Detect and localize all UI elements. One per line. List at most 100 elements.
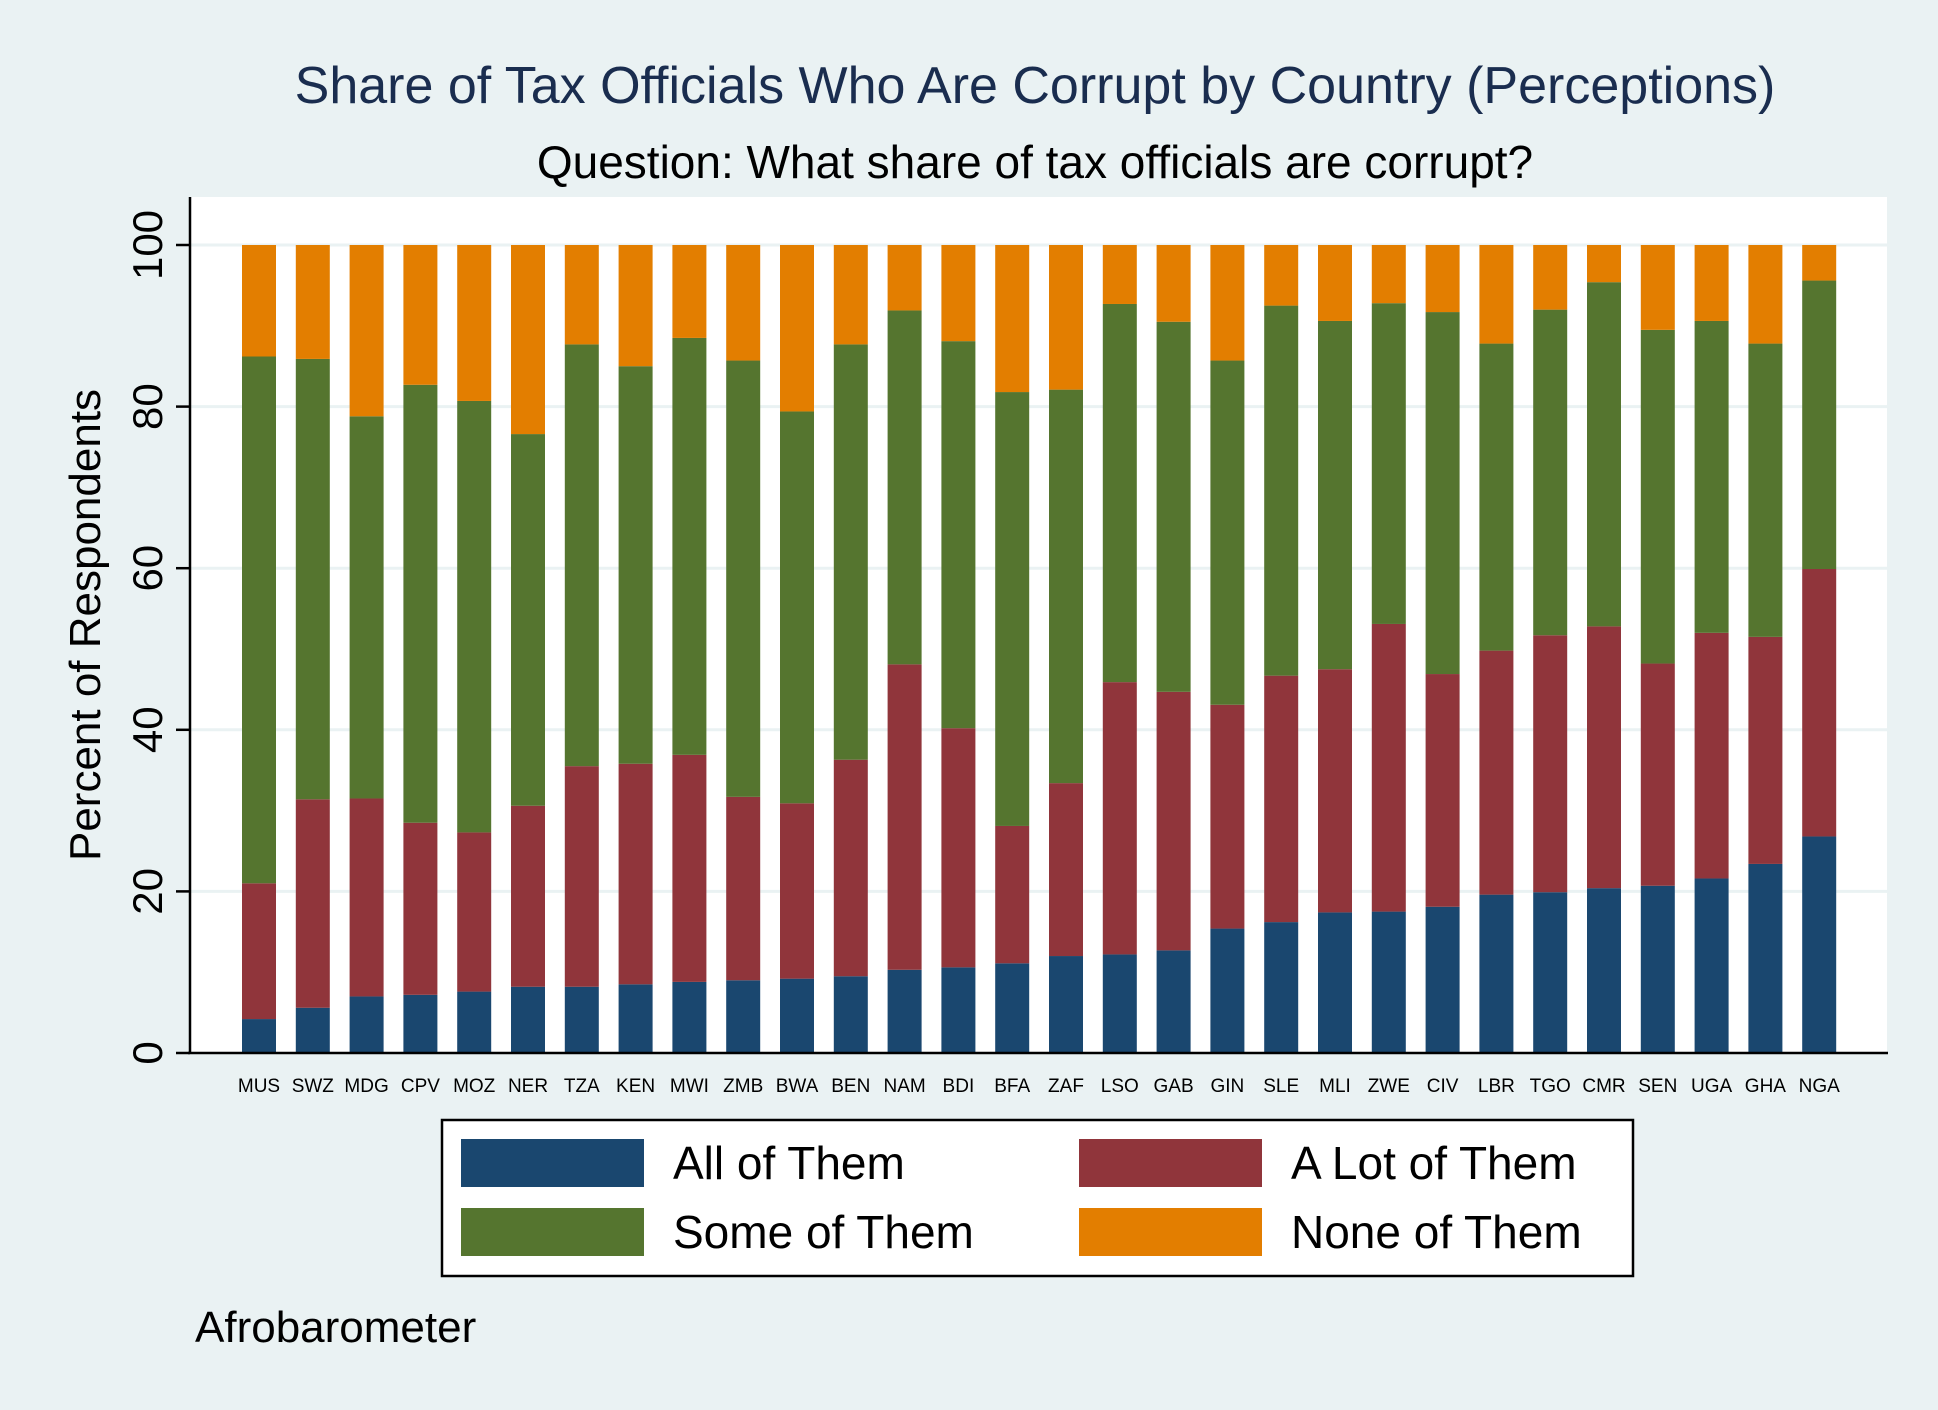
x-tick-label: ZAF (1048, 1076, 1084, 1097)
bar-segment-some-of-them (403, 384, 438, 823)
bar-segment-all-of-them (1479, 894, 1514, 1053)
bar-segment-none-of-them (349, 245, 384, 417)
bar-segment-all-of-them (1640, 885, 1675, 1053)
bar-segment-all-of-them (1371, 911, 1406, 1053)
x-tick-label: BWA (776, 1076, 819, 1097)
bar-segment-a-lot-of-them (726, 796, 761, 981)
y-tick-label: 0 (124, 1041, 171, 1064)
x-tick-label: SLE (1263, 1076, 1299, 1097)
bar-segment-none-of-them (1694, 245, 1729, 321)
y-axis-label: Percent of Respondents (61, 389, 110, 861)
bar-segment-some-of-them (1694, 320, 1729, 633)
bar-segment-none-of-them (511, 245, 545, 435)
x-tick-label: NAM (883, 1076, 925, 1097)
x-tick-label: ZMB (723, 1076, 763, 1097)
bar-segment-none-of-them (887, 245, 922, 311)
bar-segment-none-of-them (564, 245, 599, 345)
x-tick-label: ZWE (1368, 1076, 1410, 1097)
bar-segment-a-lot-of-them (242, 883, 276, 1020)
x-tick-label: MWI (670, 1076, 709, 1097)
bar-segment-some-of-them (1587, 282, 1621, 627)
x-tick-label: NGA (1799, 1076, 1841, 1097)
x-tick-label: MUS (238, 1076, 280, 1097)
bar-segment-some-of-them (1210, 360, 1245, 705)
bar-segment-some-of-them (1640, 329, 1675, 664)
bar-segment-a-lot-of-them (1425, 674, 1460, 907)
bar-segment-a-lot-of-them (1533, 635, 1568, 893)
bar-segment-all-of-them (780, 978, 814, 1053)
x-tick-label: NER (508, 1076, 548, 1097)
bar-segment-a-lot-of-them (833, 759, 868, 977)
bar-segment-all-of-them (1049, 956, 1083, 1053)
bar-segment-none-of-them (457, 245, 492, 401)
bar-segment-a-lot-of-them (780, 803, 814, 979)
x-tick-label: CIV (1427, 1076, 1459, 1097)
bar-segment-all-of-them (295, 1007, 330, 1053)
bar-segment-some-of-them (242, 356, 276, 884)
bar-segment-a-lot-of-them (887, 664, 922, 970)
bar-segment-a-lot-of-them (511, 805, 545, 987)
x-tick-label: MLI (1319, 1076, 1351, 1097)
bar-segment-some-of-them (457, 400, 492, 833)
bar-segment-all-of-them (349, 996, 384, 1053)
bar-segment-none-of-them (726, 245, 761, 361)
legend-label: All of Them (673, 1137, 905, 1189)
bar-segment-all-of-them (457, 991, 492, 1053)
bar-segment-some-of-them (511, 434, 545, 806)
x-tick-label: MDG (344, 1076, 388, 1097)
x-tick-label: CMR (1582, 1076, 1625, 1097)
bar-segment-some-of-them (1371, 303, 1406, 624)
bar-segment-a-lot-of-them (1694, 632, 1729, 879)
bar-segment-some-of-them (1479, 343, 1514, 651)
bar-segment-some-of-them (1049, 389, 1083, 784)
x-tick-label: GIN (1211, 1076, 1245, 1097)
x-tick-label: MOZ (453, 1076, 496, 1097)
bar-segment-all-of-them (1318, 912, 1352, 1053)
bar-segment-all-of-them (1533, 892, 1568, 1053)
bar-segment-all-of-them (1102, 954, 1137, 1053)
bar-segment-all-of-them (1264, 922, 1299, 1053)
legend-swatch (461, 1139, 644, 1187)
bar-segment-a-lot-of-them (672, 754, 707, 982)
bar-segment-all-of-them (726, 980, 761, 1053)
bar-segment-some-of-them (1102, 303, 1137, 683)
bar-segment-none-of-them (1533, 245, 1568, 310)
bar-segment-some-of-them (1156, 321, 1191, 692)
bar-segment-a-lot-of-them (1264, 675, 1299, 923)
bar-segment-all-of-them (1802, 836, 1837, 1053)
bar-segment-some-of-them (1318, 320, 1352, 670)
bar-segment-a-lot-of-them (1049, 783, 1083, 957)
bar-segment-some-of-them (833, 344, 868, 760)
bar-segment-none-of-them (1640, 245, 1675, 330)
axes (188, 197, 1888, 1055)
bar-segment-all-of-them (887, 969, 922, 1053)
bar-segment-none-of-them (1479, 245, 1514, 344)
bar-segment-none-of-them (295, 245, 330, 359)
bar-segment-none-of-them (403, 245, 438, 385)
x-tick-label: BDI (943, 1076, 975, 1097)
bar-segment-none-of-them (1318, 245, 1352, 321)
bar-segment-none-of-them (1371, 245, 1406, 304)
bar-segment-a-lot-of-them (1587, 626, 1621, 889)
legend-label: A Lot of Them (1291, 1137, 1577, 1189)
bar-segment-some-of-them (618, 366, 653, 764)
bar-segment-all-of-them (564, 986, 599, 1053)
bar-segment-a-lot-of-them (1371, 623, 1406, 912)
bar-segment-none-of-them (995, 245, 1030, 393)
bar-segment-none-of-them (1802, 245, 1837, 281)
bar-segment-some-of-them (995, 392, 1030, 826)
bar-segment-a-lot-of-them (349, 798, 384, 997)
y-tick-label: 40 (124, 706, 171, 753)
bar-segment-a-lot-of-them (1318, 669, 1352, 913)
bar-segment-some-of-them (1802, 280, 1837, 570)
bar-segment-none-of-them (1425, 245, 1460, 313)
chart-title: Share of Tax Officials Who Are Corrupt b… (295, 57, 1776, 115)
legend-label: Some of Them (673, 1206, 974, 1258)
y-tick-label: 80 (124, 383, 171, 430)
x-tick-label: CPV (401, 1076, 440, 1097)
y-ticks: 0 20 40 60 80 100 (124, 210, 190, 1065)
bar-segment-some-of-them (780, 411, 814, 804)
x-tick-label: UGA (1691, 1076, 1733, 1097)
bar-segment-all-of-them (242, 1019, 276, 1053)
